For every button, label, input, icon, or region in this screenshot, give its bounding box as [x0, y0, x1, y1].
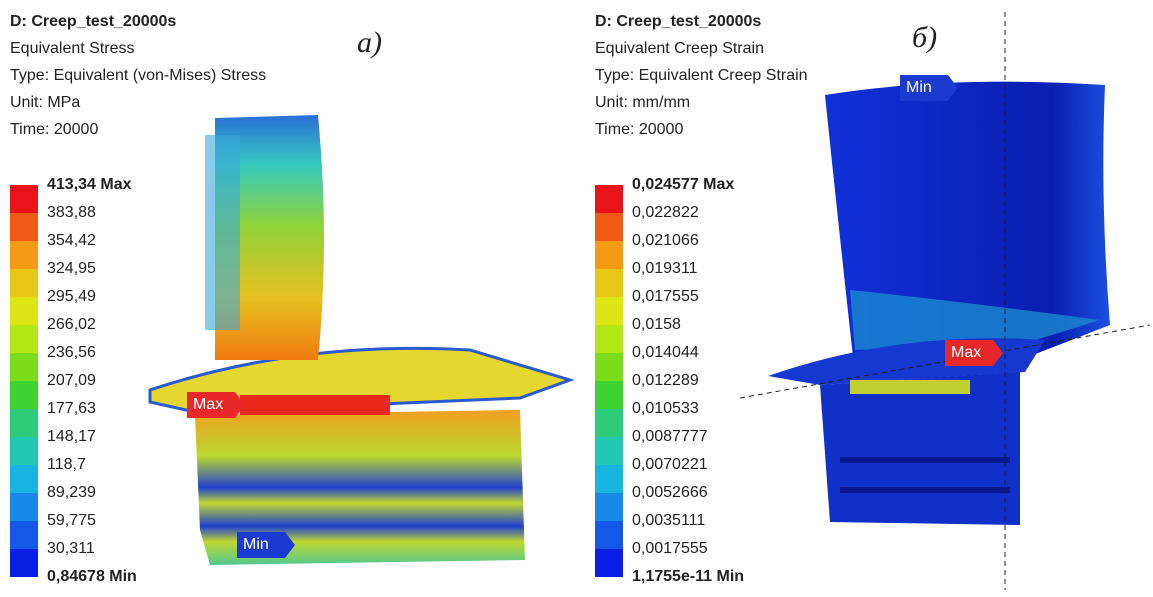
legend-label: 0,0052666	[632, 484, 708, 501]
header-line: Unit: MPa	[10, 94, 80, 111]
header-title: D: Creep_test_20000s	[10, 13, 176, 30]
legend-label: 30,311	[47, 540, 95, 557]
legend-band	[10, 409, 38, 437]
legend-label: 177,63	[47, 400, 96, 417]
legend-band	[10, 241, 38, 269]
legend-band	[10, 381, 38, 409]
legend-label: 0,024577 Max	[632, 176, 734, 193]
legend-band	[595, 353, 623, 381]
max-marker: Max	[193, 396, 223, 413]
legend-band	[10, 437, 38, 465]
min-marker: Min	[906, 79, 932, 96]
header-line: Type: Equivalent Creep Strain	[595, 67, 808, 84]
legend-label: 324,95	[47, 260, 96, 277]
blade-stress	[150, 115, 570, 565]
legend-band	[10, 325, 38, 353]
header-line: Unit: mm/mm	[595, 94, 690, 111]
legend-band	[10, 493, 38, 521]
legend-band	[595, 521, 623, 549]
legend-band	[595, 409, 623, 437]
legend-label: 118,7	[47, 456, 86, 473]
legend-band	[595, 493, 623, 521]
legend-label: 413,34 Max	[47, 176, 132, 193]
legend-label: 0,010533	[632, 400, 699, 417]
legend-label: 148,17	[47, 428, 96, 445]
legend-label: 0,0158	[632, 316, 681, 333]
max-marker: Max	[951, 344, 981, 361]
legend-band	[595, 241, 623, 269]
legend-band	[595, 269, 623, 297]
legend-label: 59,775	[47, 512, 96, 529]
header-line: Equivalent Creep Strain	[595, 40, 764, 57]
legend-band	[595, 297, 623, 325]
legend-label: 0,017555	[632, 288, 699, 305]
legend-band	[595, 437, 623, 465]
header-line: Equivalent Stress	[10, 40, 135, 57]
legend-label: 0,022822	[632, 204, 699, 221]
legend-band	[10, 185, 38, 213]
header-line: Time: 20000	[10, 121, 98, 138]
legend-band	[10, 213, 38, 241]
panel-label: а)	[357, 26, 382, 59]
legend-band	[10, 465, 38, 493]
legend-label: 295,49	[47, 288, 96, 305]
legend-label: 0,0087777	[632, 428, 708, 445]
legend-label: 266,02	[47, 316, 96, 333]
legend-label: 89,239	[47, 484, 96, 501]
header-line: Type: Equivalent (von-Mises) Stress	[10, 67, 266, 84]
legend-label: 383,88	[47, 204, 96, 221]
legend-label: 0,021066	[632, 232, 699, 249]
legend-band	[10, 353, 38, 381]
legend-label: 0,0035111	[632, 512, 705, 529]
legend-label: 1,1755e-11 Min	[632, 568, 744, 585]
legend-label: 0,019311	[632, 260, 698, 277]
legend-band	[10, 269, 38, 297]
legend-band	[595, 185, 623, 213]
legend-band	[595, 381, 623, 409]
legend-band	[595, 213, 623, 241]
legend-label: 0,012289	[632, 372, 699, 389]
panel-label: б)	[912, 21, 937, 54]
legend-band	[595, 325, 623, 353]
header-line: Time: 20000	[595, 121, 683, 138]
legend-band	[10, 297, 38, 325]
legend-label: 354,42	[47, 232, 96, 249]
legend-band	[595, 465, 623, 493]
legend-label: 0,014044	[632, 344, 699, 361]
legend-label: 0,0017555	[632, 540, 708, 557]
legend-label: 0,84678 Min	[47, 568, 137, 585]
legend-band	[10, 549, 38, 577]
legend-label: 236,56	[47, 344, 96, 361]
screen: D: Creep_test_20000s Equivalent Stress Typ…	[0, 0, 1153, 592]
legend-label: 207,09	[47, 372, 96, 389]
legend-label: 0,0070221	[632, 456, 708, 473]
legend-band	[10, 521, 38, 549]
legend-band	[595, 549, 623, 577]
min-marker: Min	[243, 536, 269, 553]
header-title: D: Creep_test_20000s	[595, 13, 761, 30]
